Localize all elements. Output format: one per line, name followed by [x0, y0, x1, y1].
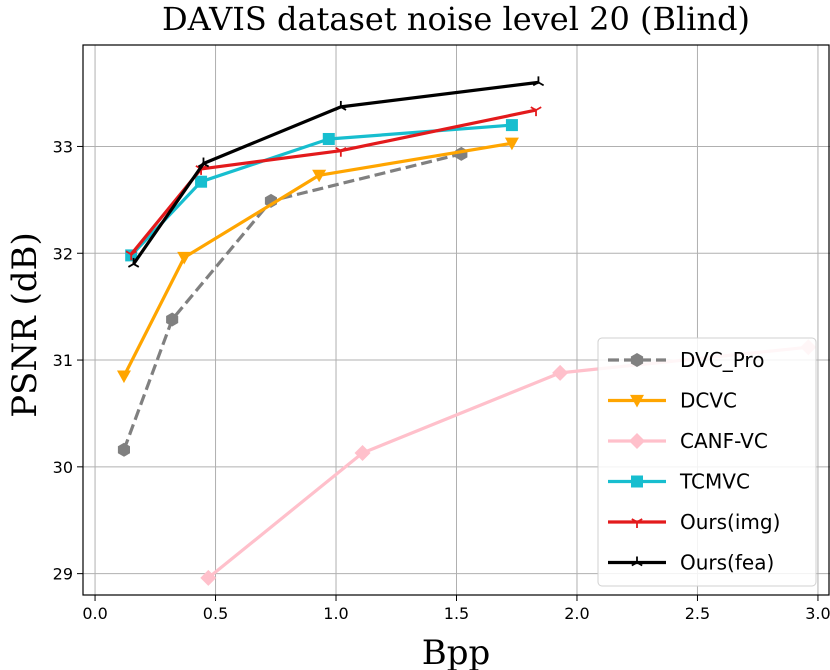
legend-item-ours-img: Ours(img) — [608, 510, 780, 534]
data-point-tcmvc — [195, 175, 208, 188]
legend-swatch-marker — [630, 394, 644, 408]
data-point-tcmvc — [505, 119, 518, 132]
data-point-dvc-pro — [117, 442, 130, 457]
legend-label: DCVC — [680, 389, 737, 413]
legend-label: Ours(fea) — [680, 551, 774, 575]
data-point-ours-fea — [127, 257, 140, 268]
y-axis-label: PSNR (dB) — [5, 232, 45, 418]
data-point-ours-img-spoke — [335, 146, 342, 152]
legend-swatch-marker-spoke — [631, 561, 638, 567]
data-point-ours-fea-spoke — [335, 106, 342, 111]
y-axis-ticks: 29 30 31 32 33 — [53, 137, 83, 584]
series-line-ours-img — [129, 108, 537, 256]
legend-label: DVC_Pro — [680, 348, 764, 372]
data-point-canf-vc — [354, 444, 371, 461]
series-layer — [116, 76, 817, 586]
series-line-ours-fea — [132, 80, 539, 265]
data-point-ours-fea-spoke — [203, 162, 210, 168]
legend-swatch-marker — [631, 556, 643, 567]
legend-swatch-marker-spoke — [636, 518, 643, 523]
legend-swatch-marker — [630, 353, 644, 367]
data-point-ours-img-spoke — [340, 146, 347, 152]
legend-label: TCMVC — [679, 470, 750, 494]
series-ours-img — [125, 106, 542, 261]
data-point-ours-img — [335, 146, 347, 157]
x-axis-label: Bpp — [422, 633, 491, 670]
x-tick-label: 0.5 — [203, 604, 228, 623]
data-point-ours-img-spoke — [125, 250, 132, 256]
legend: DVC_Pro DCVC CANF-VC TCMVC Ours(img) Ours(fea… — [597, 337, 817, 587]
data-point-ours-fea-spoke — [197, 162, 204, 168]
data-point-ours-img — [125, 250, 137, 261]
data-point-ours-img-spoke — [535, 106, 542, 111]
y-tick-label: 33 — [53, 137, 73, 156]
legend-swatch-marker-spoke — [631, 518, 638, 523]
legend-swatch-marker — [629, 433, 645, 449]
series-line-dcvc — [122, 141, 513, 377]
y-tick-label: 29 — [53, 565, 73, 584]
legend-box — [597, 337, 817, 587]
legend-swatch-marker-spoke — [636, 561, 643, 567]
y-tick-label: 30 — [53, 458, 73, 477]
y-tick-label: 32 — [53, 244, 73, 263]
series-line-tcmvc — [130, 123, 513, 257]
data-point-ours-fea-spoke — [133, 263, 140, 268]
x-tick-label: 1.0 — [323, 604, 348, 623]
legend-label: Ours(img) — [680, 510, 780, 534]
data-point-ours-fea-spoke — [127, 263, 135, 268]
data-point-ours-fea — [335, 100, 347, 111]
chart-title: DAVIS dataset noise level 20 (Blind) — [162, 0, 750, 38]
x-tick-label: 1.5 — [444, 604, 469, 623]
data-point-ours-fea — [197, 157, 210, 168]
series-dvc-pro — [117, 146, 468, 457]
legend-item-dvc-pro: DVC_Pro — [608, 348, 764, 372]
series-dcvc — [116, 137, 519, 384]
data-point-ours-fea-spoke — [340, 106, 347, 111]
x-tick-label: 2.5 — [685, 604, 710, 623]
data-point-ours-fea-spoke — [532, 81, 539, 87]
legend-item-ours-fea: Ours(fea) — [608, 551, 774, 575]
data-point-ours-img-spoke — [530, 106, 537, 111]
data-point-dcvc — [504, 137, 519, 151]
data-point-dcvc — [116, 370, 131, 384]
x-axis-ticks: 0.0 0.5 1.0 1.5 2.0 2.5 3.0 — [82, 595, 830, 623]
legend-item-tcmvc: TCMVC — [608, 470, 750, 494]
data-point-dvc-pro — [166, 312, 179, 327]
data-point-ours-fea-spoke — [537, 81, 545, 87]
legend-swatch-marker — [631, 518, 643, 528]
data-point-ours-img-spoke — [130, 250, 137, 256]
data-point-ours-img — [530, 106, 542, 117]
data-point-ours-fea — [532, 76, 545, 87]
data-point-canf-vc — [200, 569, 217, 586]
legend-item-dcvc: DCVC — [608, 389, 737, 413]
x-tick-label: 3.0 — [805, 604, 830, 623]
data-point-dcvc — [312, 169, 327, 183]
legend-item-canf-vc: CANF-VC — [608, 429, 768, 453]
series-line-dvc-pro — [122, 152, 462, 451]
data-point-canf-vc — [552, 364, 569, 381]
data-point-tcmvc — [322, 132, 335, 145]
x-tick-label: 2.0 — [564, 604, 589, 623]
x-tick-label: 0.0 — [82, 604, 107, 623]
y-tick-label: 31 — [53, 351, 73, 370]
legend-swatch-marker — [631, 475, 643, 488]
series-ours-fea — [127, 76, 545, 268]
data-point-dcvc — [177, 251, 192, 265]
legend-label: CANF-VC — [680, 429, 768, 453]
